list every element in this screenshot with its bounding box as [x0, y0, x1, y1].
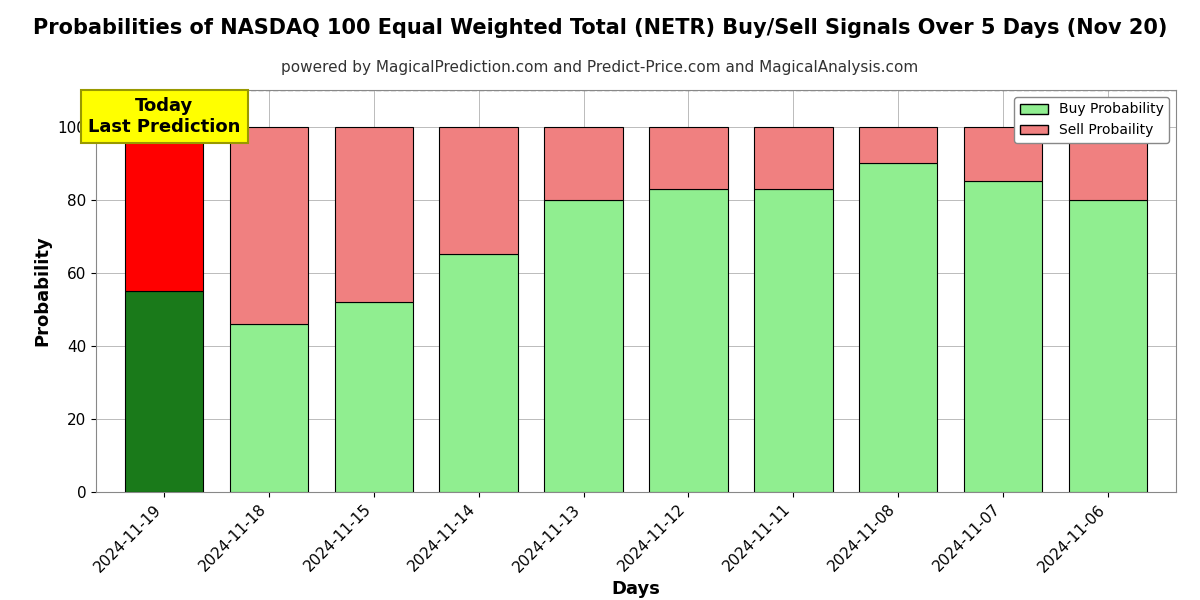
X-axis label: Days: Days [612, 580, 660, 598]
Bar [859, 127, 937, 163]
Bar [964, 127, 1043, 181]
Text: Probabilities of NASDAQ 100 Equal Weighted Total (NETR) Buy/Sell Signals Over 5 : Probabilities of NASDAQ 100 Equal Weight… [32, 18, 1168, 38]
Bar [545, 127, 623, 200]
Bar [439, 127, 518, 254]
Y-axis label: Probability: Probability [34, 236, 52, 346]
Bar [545, 200, 623, 492]
Bar [754, 188, 833, 492]
Bar [964, 181, 1043, 492]
Legend: Buy Probability, Sell Probaility: Buy Probability, Sell Probaility [1014, 97, 1169, 143]
Bar [229, 127, 308, 324]
Bar [335, 127, 413, 302]
Text: powered by MagicalPrediction.com and Predict-Price.com and MagicalAnalysis.com: powered by MagicalPrediction.com and Pre… [281, 60, 919, 75]
Bar [649, 188, 727, 492]
Bar [439, 254, 518, 492]
Bar [649, 127, 727, 188]
Bar [335, 302, 413, 492]
Text: Today
Last Prediction: Today Last Prediction [88, 97, 240, 136]
Bar [754, 127, 833, 188]
Bar [1068, 127, 1147, 200]
Bar [125, 291, 204, 492]
Bar [1068, 200, 1147, 492]
Bar [125, 127, 204, 291]
Bar [859, 163, 937, 492]
Bar [229, 324, 308, 492]
